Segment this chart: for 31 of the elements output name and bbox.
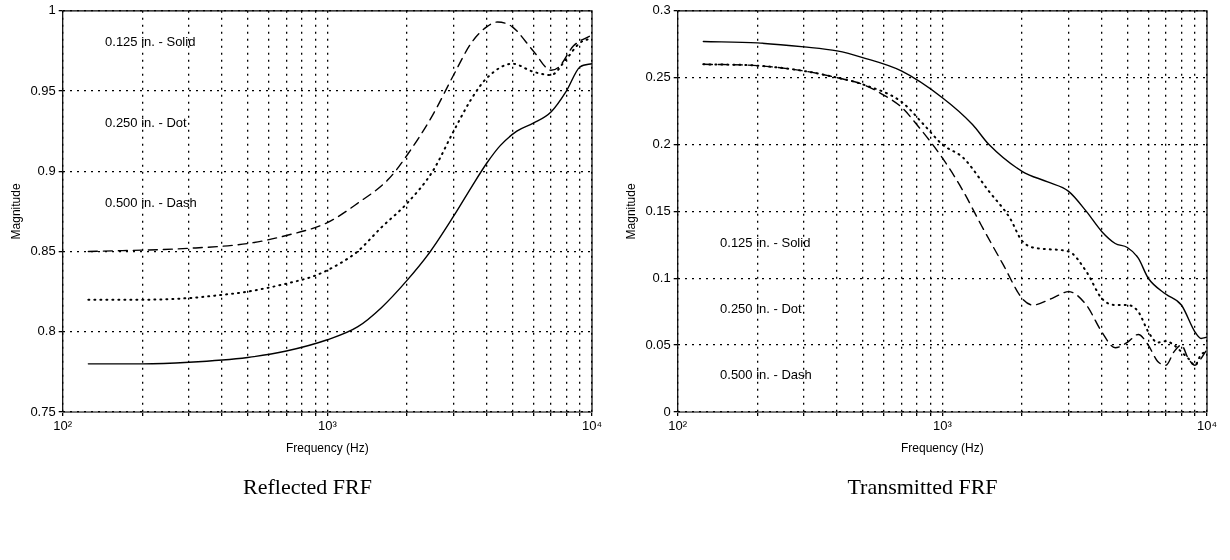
- y-tick-label: 0.8: [37, 323, 56, 339]
- y-tick-label: 0.9: [37, 162, 56, 178]
- x-axis-title: Frequency (Hz): [286, 441, 369, 456]
- annotation: 0.500 in. - Dash: [720, 367, 812, 383]
- y-tick-label: 0.2: [652, 136, 671, 152]
- y-tick-label: 0: [663, 403, 671, 419]
- y-tick-label: 1: [48, 2, 56, 18]
- y-tick-label: 0.05: [645, 336, 671, 352]
- y-tick-label: 0.95: [30, 82, 56, 98]
- annotation: 0.250 in. - Dot: [105, 114, 188, 130]
- y-tick-label: 0.25: [645, 69, 671, 85]
- y-axis-title: Magnitude: [8, 183, 23, 240]
- annotation: 0.250 in. - Dot: [720, 301, 803, 317]
- x-tick-label: 10²: [668, 418, 688, 434]
- y-tick-label: 0.3: [652, 2, 671, 18]
- x-tick-label: 10²: [53, 418, 73, 434]
- x-tick-label: 10³: [317, 418, 338, 434]
- x-tick-label: 10³: [932, 418, 953, 434]
- x-axis-title: Frequency (Hz): [901, 441, 984, 456]
- y-tick-label: 0.1: [652, 269, 671, 285]
- x-tick-label: 10⁴: [581, 418, 603, 434]
- text: Reflected FRF: [243, 474, 372, 500]
- y-tick-label: 0.75: [30, 403, 56, 419]
- annotation: 0.125 in. - Solid: [720, 235, 811, 251]
- y-axis-title: Magnitude: [623, 183, 638, 240]
- y-tick-label: 0.85: [30, 243, 56, 259]
- annotation: 0.125 in. - Solid: [105, 34, 196, 50]
- x-tick-label: 10⁴: [1196, 418, 1218, 434]
- y-tick-label: 0.15: [645, 202, 671, 218]
- annotation: 0.500 in. - Dash: [105, 194, 197, 210]
- text: Transmitted FRF: [847, 474, 998, 500]
